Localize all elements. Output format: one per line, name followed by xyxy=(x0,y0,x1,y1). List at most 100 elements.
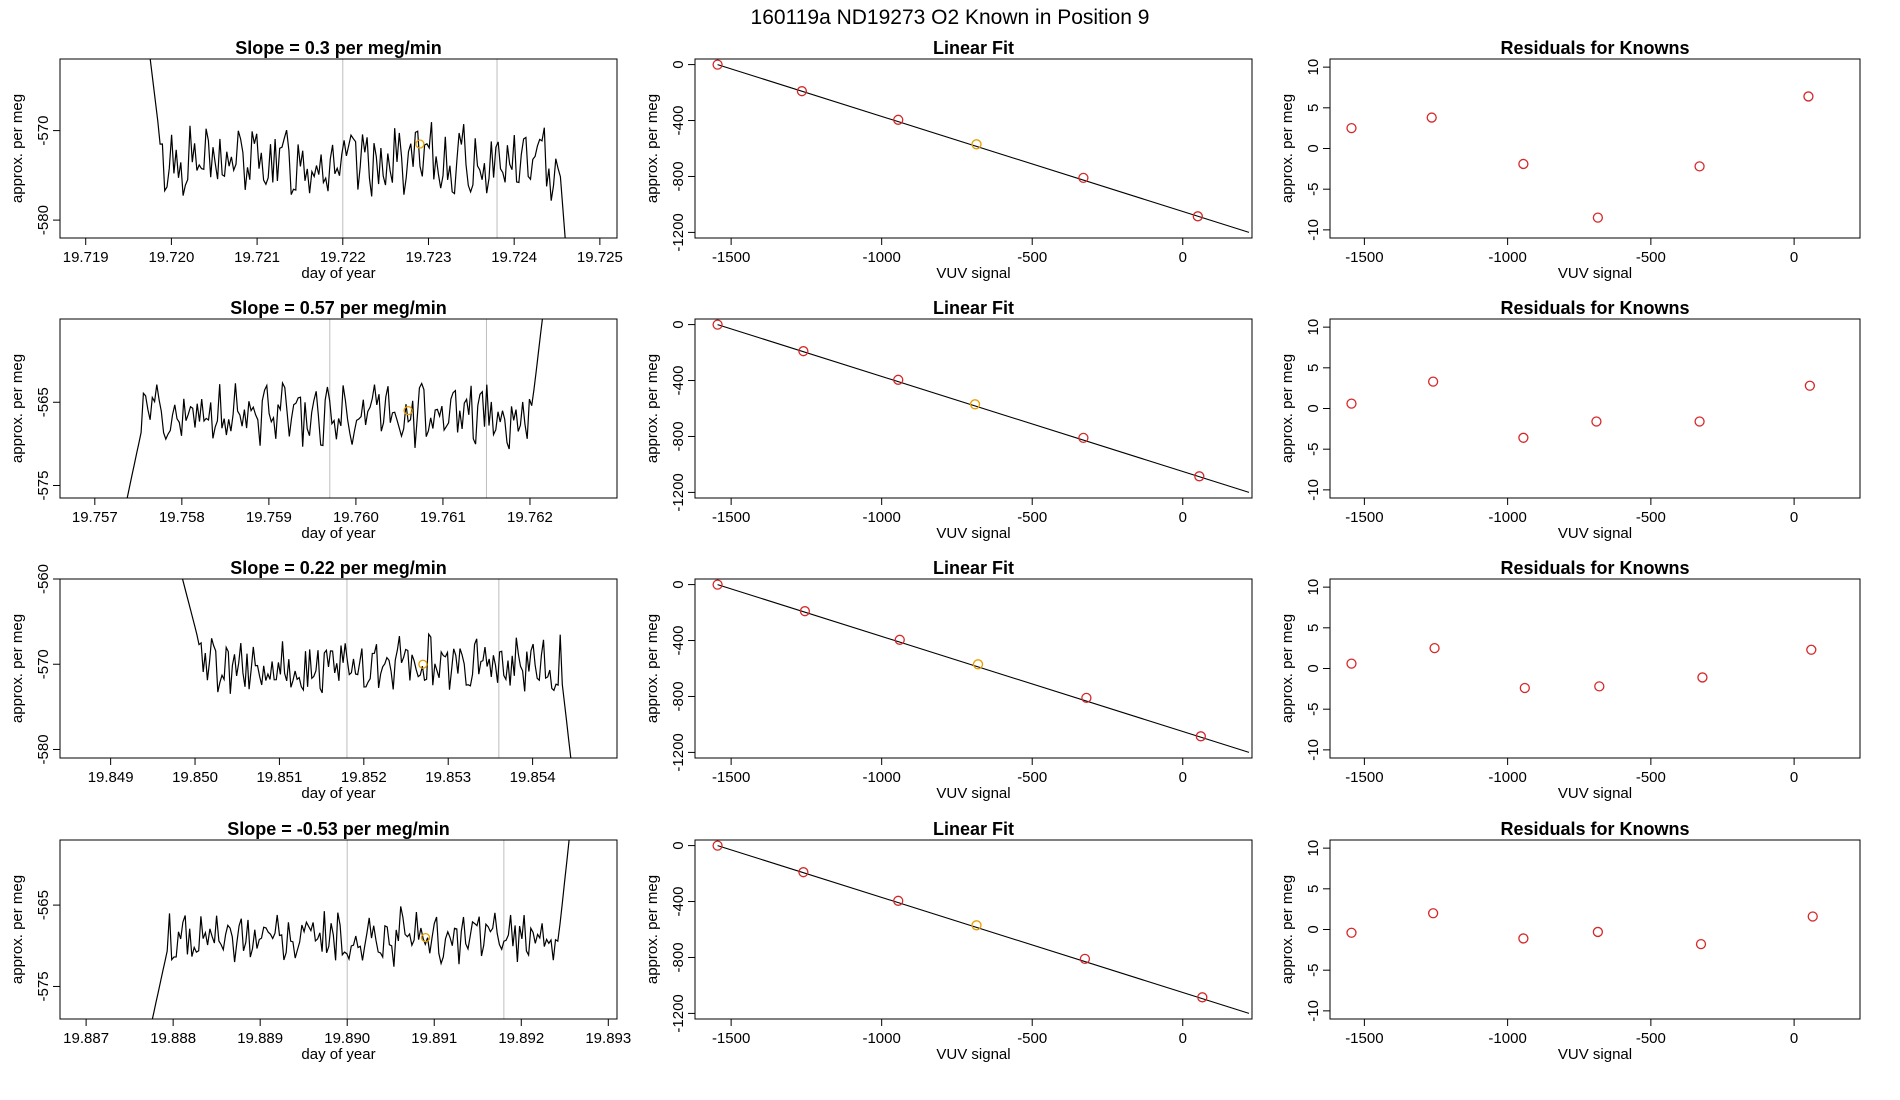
fit-point xyxy=(798,346,809,357)
x-tick-label: -1000 xyxy=(1488,249,1526,266)
fit-point xyxy=(969,399,981,410)
residual-point xyxy=(1803,91,1814,102)
residual-point xyxy=(1518,933,1529,944)
panel-title: Residuals for Knowns xyxy=(1500,819,1689,839)
x-axis-label: VUV signal xyxy=(1558,265,1632,282)
y-tick-label: -575 xyxy=(35,470,52,500)
y-tick-label: -5 xyxy=(1305,703,1322,716)
plot-frame xyxy=(694,58,1253,239)
x-tick-label: 19.888 xyxy=(150,1030,196,1047)
residual-point xyxy=(1697,672,1708,683)
residual-point xyxy=(1694,416,1705,427)
y-axis-label: approx. per meg xyxy=(644,94,661,203)
x-tick-label: -500 xyxy=(1017,1030,1047,1047)
panel-r1-res: Residuals for Knowns -1500 -1000 -500 0 10 5 0 -… xyxy=(1279,38,1861,282)
fit-point xyxy=(894,634,905,645)
fit-point xyxy=(799,606,811,617)
y-tick-label: -5 xyxy=(1305,183,1322,196)
x-tick-label: 19.854 xyxy=(510,769,556,786)
residual-point xyxy=(1346,927,1357,938)
plot-area xyxy=(712,319,1250,493)
y-tick-label: -400 xyxy=(670,887,687,917)
x-tick-label: -1500 xyxy=(712,1030,750,1047)
x-tick-label: 19.853 xyxy=(425,769,471,786)
x-tick-label: -1000 xyxy=(862,1030,900,1047)
plot-area xyxy=(712,59,1250,233)
x-tick-label: 19.851 xyxy=(256,769,302,786)
y-tick-label: -400 xyxy=(670,626,687,656)
panel-title: Slope = 0.3 per meg/min xyxy=(235,38,442,58)
x-tick-label: 19.757 xyxy=(72,509,118,526)
x-tick-label: -1000 xyxy=(862,509,900,526)
plot-area xyxy=(712,840,1250,1014)
panel-title: Linear Fit xyxy=(933,558,1014,578)
panel-title: Residuals for Knowns xyxy=(1500,558,1689,578)
panel-r4-fit: Linear Fit -1500 -1000 -500 0 0 -400 -800 -1200 V… xyxy=(644,819,1253,1063)
panel-title: Slope = -0.53 per meg/min xyxy=(227,819,450,839)
fit-point xyxy=(712,59,723,70)
panel-r1-ts: Slope = 0.3 per meg/min 19.719 19.720 19.72… xyxy=(9,38,623,282)
fit-point xyxy=(972,659,984,670)
x-tick-label: 0 xyxy=(1179,1030,1187,1047)
plot-frame xyxy=(1329,58,1861,239)
residual-point xyxy=(1592,212,1604,223)
y-tick-label: -565 xyxy=(35,890,52,920)
x-tick-label: 19.890 xyxy=(324,1030,370,1047)
fit-point xyxy=(712,840,723,851)
time-series-line xyxy=(151,840,570,1019)
x-tick-label: 0 xyxy=(1179,249,1187,266)
panel-title: Residuals for Knowns xyxy=(1500,38,1689,58)
plot-frame xyxy=(59,839,618,1020)
x-tick-label: -1000 xyxy=(1488,509,1526,526)
y-tick-label: -580 xyxy=(35,205,52,235)
y-tick-label: -10 xyxy=(1305,739,1322,761)
panel-r3-res: Residuals for Knowns -1500 -1000 -500 0 10 5 0 -… xyxy=(1279,558,1861,802)
fit-point xyxy=(893,114,904,125)
panel-r2-res: Residuals for Knowns -1500 -1000 -500 0 10 5 0 -… xyxy=(1279,298,1861,542)
plot-frame xyxy=(694,578,1253,759)
fit-point xyxy=(1192,211,1203,222)
plot-area xyxy=(181,579,572,758)
residual-point xyxy=(1591,416,1602,427)
panels: Slope = 0.3 per meg/min 19.719 19.720 19.72… xyxy=(9,38,1861,1063)
x-tick-label: -500 xyxy=(1017,769,1047,786)
y-tick-label: -1200 xyxy=(670,213,687,251)
y-tick-label: -1200 xyxy=(670,473,687,511)
residual-point xyxy=(1346,123,1357,134)
fit-line xyxy=(717,845,1250,1014)
x-tick-label: 19.889 xyxy=(237,1030,283,1047)
y-tick-label: -560 xyxy=(35,564,52,594)
x-tick-label: 19.721 xyxy=(234,249,280,266)
y-tick-label: -5 xyxy=(1305,964,1322,977)
y-axis-label: approx. per meg xyxy=(9,94,26,203)
y-tick-label: -575 xyxy=(35,971,52,1001)
known-point xyxy=(420,932,431,943)
y-tick-label: -570 xyxy=(35,649,52,679)
panel-r4-ts: Slope = -0.53 per meg/min 19.887 19.888 19.… xyxy=(9,819,631,1063)
fit-point xyxy=(798,867,809,878)
x-axis-label: day of year xyxy=(301,265,375,282)
residual-point xyxy=(1695,938,1707,950)
y-axis-label: approx. per meg xyxy=(644,875,661,984)
plot-frame xyxy=(1329,578,1861,759)
plot-frame xyxy=(694,318,1253,499)
panel-r2-fit: Linear Fit -1500 -1000 -500 0 0 -400 -800 -1200 V… xyxy=(644,298,1253,542)
residual-point xyxy=(1519,682,1530,694)
x-tick-label: -1500 xyxy=(1345,509,1383,526)
y-tick-label: -10 xyxy=(1305,479,1322,501)
x-tick-label: 19.722 xyxy=(320,249,366,266)
y-tick-label: -1200 xyxy=(670,994,687,1032)
y-tick-label: 0 xyxy=(670,841,687,849)
fit-line xyxy=(717,324,1250,493)
x-tick-label: -500 xyxy=(1636,1030,1666,1047)
residual-point xyxy=(1427,376,1439,387)
y-tick-label: 10 xyxy=(1305,579,1322,596)
x-axis-label: day of year xyxy=(301,1046,375,1063)
figure-title: 160119a ND19273 O2 Known in Position 9 xyxy=(751,6,1150,29)
residual-point xyxy=(1427,908,1439,919)
residual-point xyxy=(1592,926,1604,938)
y-tick-label: -800 xyxy=(670,421,687,451)
residual-point xyxy=(1807,911,1818,922)
x-tick-label: 19.759 xyxy=(246,509,292,526)
x-tick-label: 0 xyxy=(1790,1030,1798,1047)
